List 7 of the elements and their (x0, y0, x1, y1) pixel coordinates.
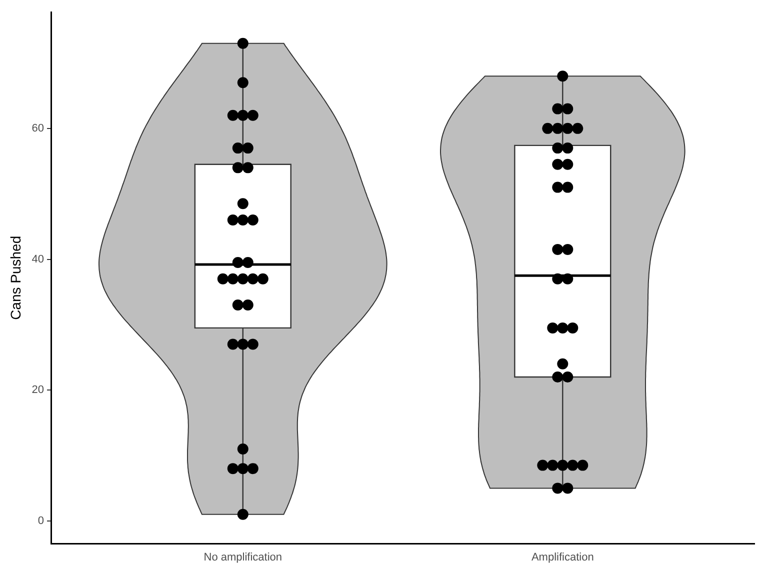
y-axis-title: Cans Pushed (7, 236, 24, 320)
x-tick-label: No amplification (204, 551, 282, 564)
y-tick-label: 60 (32, 122, 44, 134)
y-tick-label: 20 (32, 384, 44, 396)
x-tick-label: Amplification (531, 551, 594, 564)
y-tick-label: 0 (38, 514, 44, 527)
y-tick-label: 40 (32, 253, 44, 266)
